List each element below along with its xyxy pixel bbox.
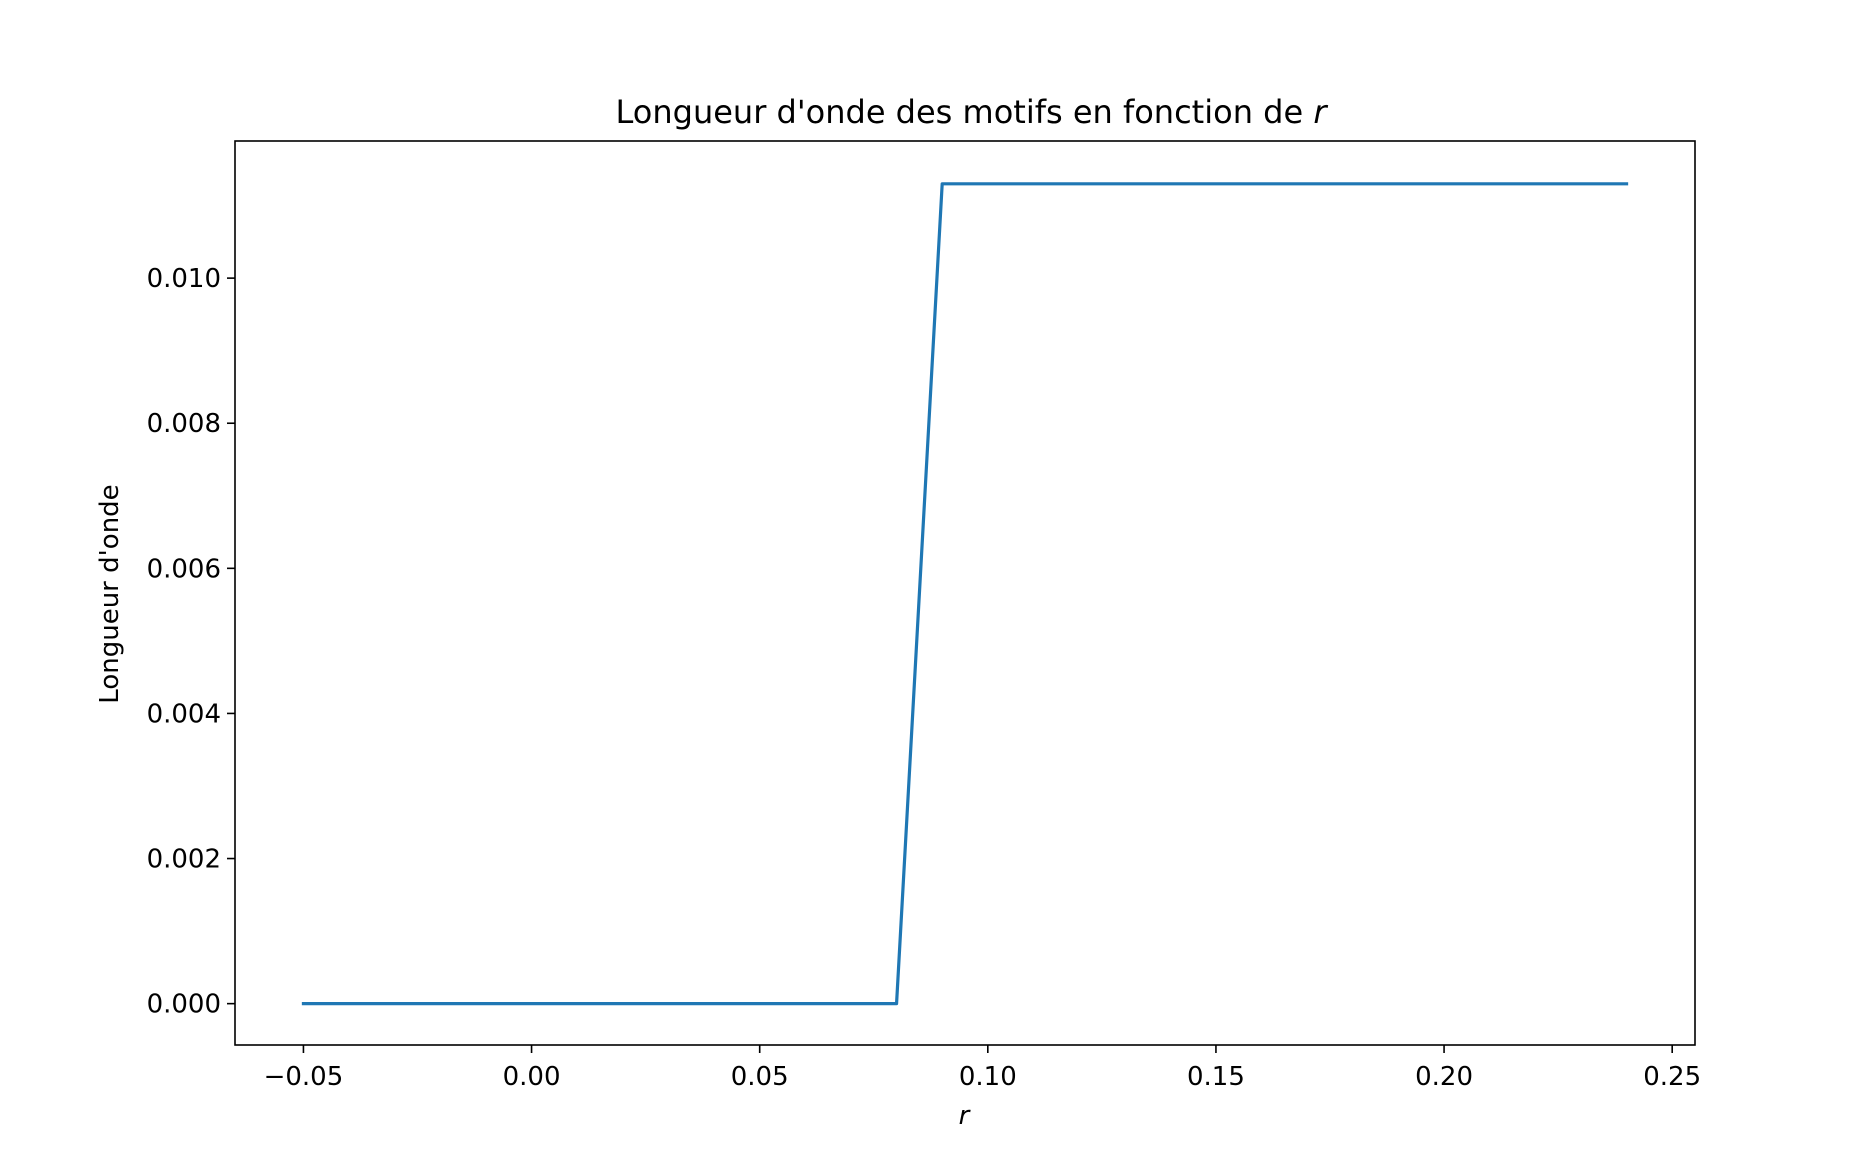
chart-title-variable: r: [1313, 93, 1328, 131]
x-tick-label: 0.25: [1643, 1062, 1701, 1092]
x-tick-label: 0.00: [503, 1062, 561, 1092]
y-tick-label: 0.010: [147, 264, 221, 294]
y-tick-label: 0.004: [147, 699, 221, 729]
y-tick-label: 0.002: [147, 845, 221, 875]
y-tick-label: 0.006: [147, 554, 221, 584]
y-axis-ticks: 0.000 0.002 0.004 0.006 0.008 0.010: [147, 264, 235, 1020]
axes-frame: [234, 140, 1696, 1046]
y-tick-label: 0.000: [147, 990, 221, 1020]
x-axis-ticks: −0.05 0.00 0.05 0.10 0.15 0.20 0.25: [264, 1045, 1701, 1092]
x-tick-label: 0.15: [1187, 1062, 1245, 1092]
x-axis-label: r: [959, 1101, 972, 1131]
x-tick-label: 0.20: [1415, 1062, 1473, 1092]
y-axis-label: Longueur d'onde: [95, 484, 125, 703]
x-tick-label: −0.05: [264, 1062, 344, 1092]
chart-title: Longueur d'onde des motifs en fonction d…: [616, 93, 1329, 131]
chart-title-text: Longueur d'onde des motifs en fonction d…: [616, 93, 1314, 131]
x-tick-label: 0.10: [959, 1062, 1017, 1092]
x-tick-label: 0.05: [731, 1062, 789, 1092]
plot-area: [301, 182, 1629, 1006]
y-tick-label: 0.008: [147, 409, 221, 439]
series-line: [301, 182, 1629, 1006]
